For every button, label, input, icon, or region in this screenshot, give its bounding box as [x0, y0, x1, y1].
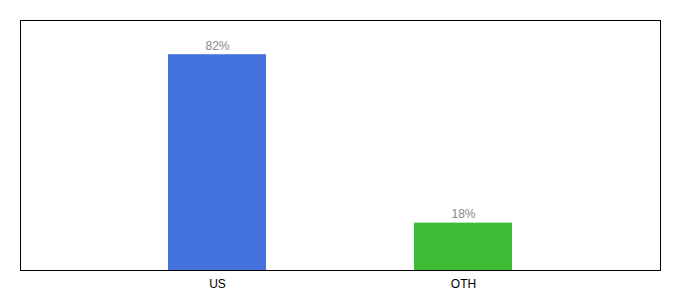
svg-text:82%: 82%	[205, 39, 229, 53]
svg-text:US: US	[209, 277, 226, 291]
svg-text:18%: 18%	[451, 207, 475, 221]
svg-text:OTH: OTH	[451, 277, 476, 291]
